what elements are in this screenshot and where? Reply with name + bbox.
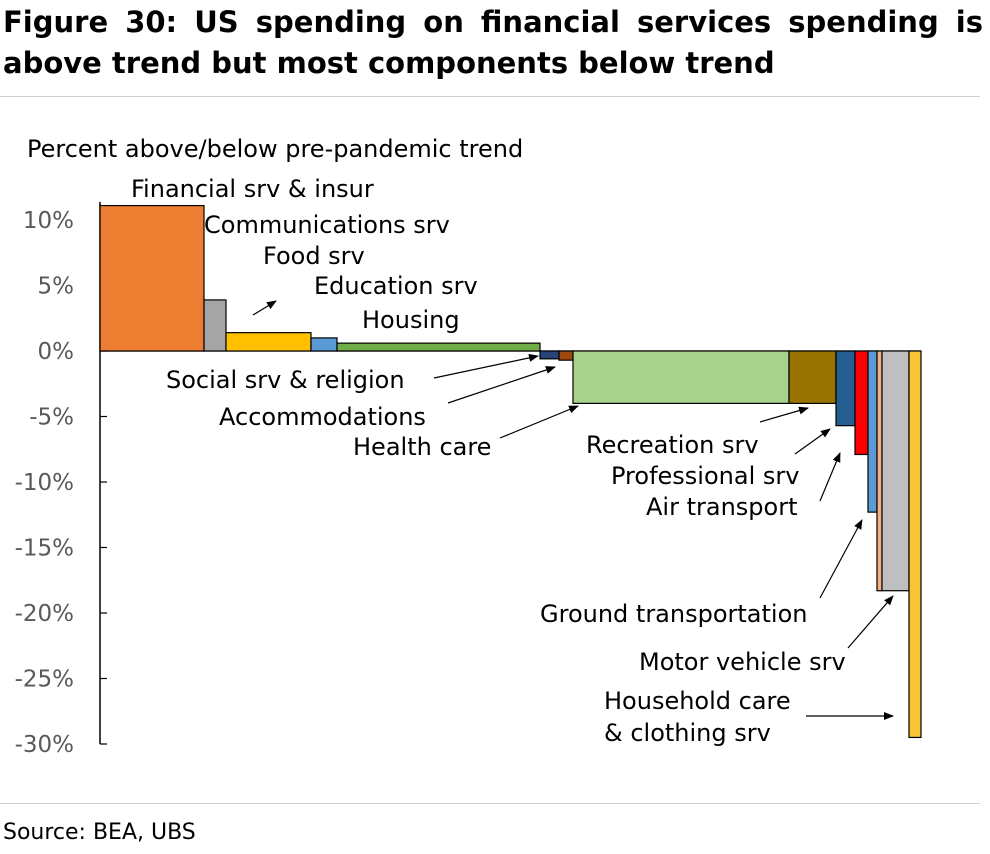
category-labels: Financial srv & insur Communications srv F… [131,175,846,747]
y-tick-label: -15% [15,536,74,562]
label-arrow [433,353,539,379]
title-divider [0,96,980,97]
label-arrow [847,595,894,649]
bar [788,350,837,405]
y-tick-label: 5% [38,274,75,300]
category-label: Social srv & religion [166,366,405,394]
category-label: Motor vehicle srv [639,648,846,676]
bar [572,350,790,405]
y-axis-title: Percent above/below pre-pandemic trend [27,135,523,163]
bar [876,350,883,592]
bar [99,204,205,352]
y-tick-label: -25% [15,667,74,693]
chart-area: Percent above/below pre-pandemic trend 10… [15,135,922,758]
bar [867,350,878,513]
label-arrow [252,300,277,316]
y-tick-label: 0% [38,339,75,365]
source-divider [0,803,980,804]
category-label: & clothing srv [604,719,771,747]
category-label: Communications srv [204,211,450,239]
bar [336,342,541,352]
bar [203,299,227,352]
label-arrow [794,428,831,455]
bars [99,204,922,739]
category-label: Professional srv [611,462,799,490]
category-label: Financial srv & insur [131,175,374,203]
category-label: Education srv [314,272,478,300]
bar [310,337,338,352]
label-arrow [447,366,556,404]
bar [835,350,856,427]
category-label: Accommodations [219,403,426,431]
bar [225,332,312,352]
chart-title: Figure 30: US spending on financial serv… [3,5,983,80]
bar [881,350,910,592]
label-arrows [252,300,894,720]
bar [908,350,922,739]
source-note: Source: BEA, UBS [3,820,196,845]
category-label: Recreation srv [586,431,759,459]
bar [558,350,574,361]
category-label: Ground transportation [540,600,807,628]
category-label: Household care [604,687,791,715]
label-arrow [759,406,809,423]
y-tick-label: -30% [15,732,74,758]
category-label: Health care [353,433,491,461]
label-arrow [499,405,579,439]
bar [539,350,560,360]
category-label: Food srv [263,242,365,270]
y-tick-label: 10% [23,208,74,234]
y-tick-label: -5% [29,405,74,431]
category-label: Housing [362,306,460,334]
bar [854,350,869,456]
y-tick-label: -10% [15,470,74,496]
y-tick-label: -20% [15,601,74,627]
label-arrow [819,452,841,502]
category-label: Air transport [646,493,797,521]
label-arrow [819,519,863,599]
